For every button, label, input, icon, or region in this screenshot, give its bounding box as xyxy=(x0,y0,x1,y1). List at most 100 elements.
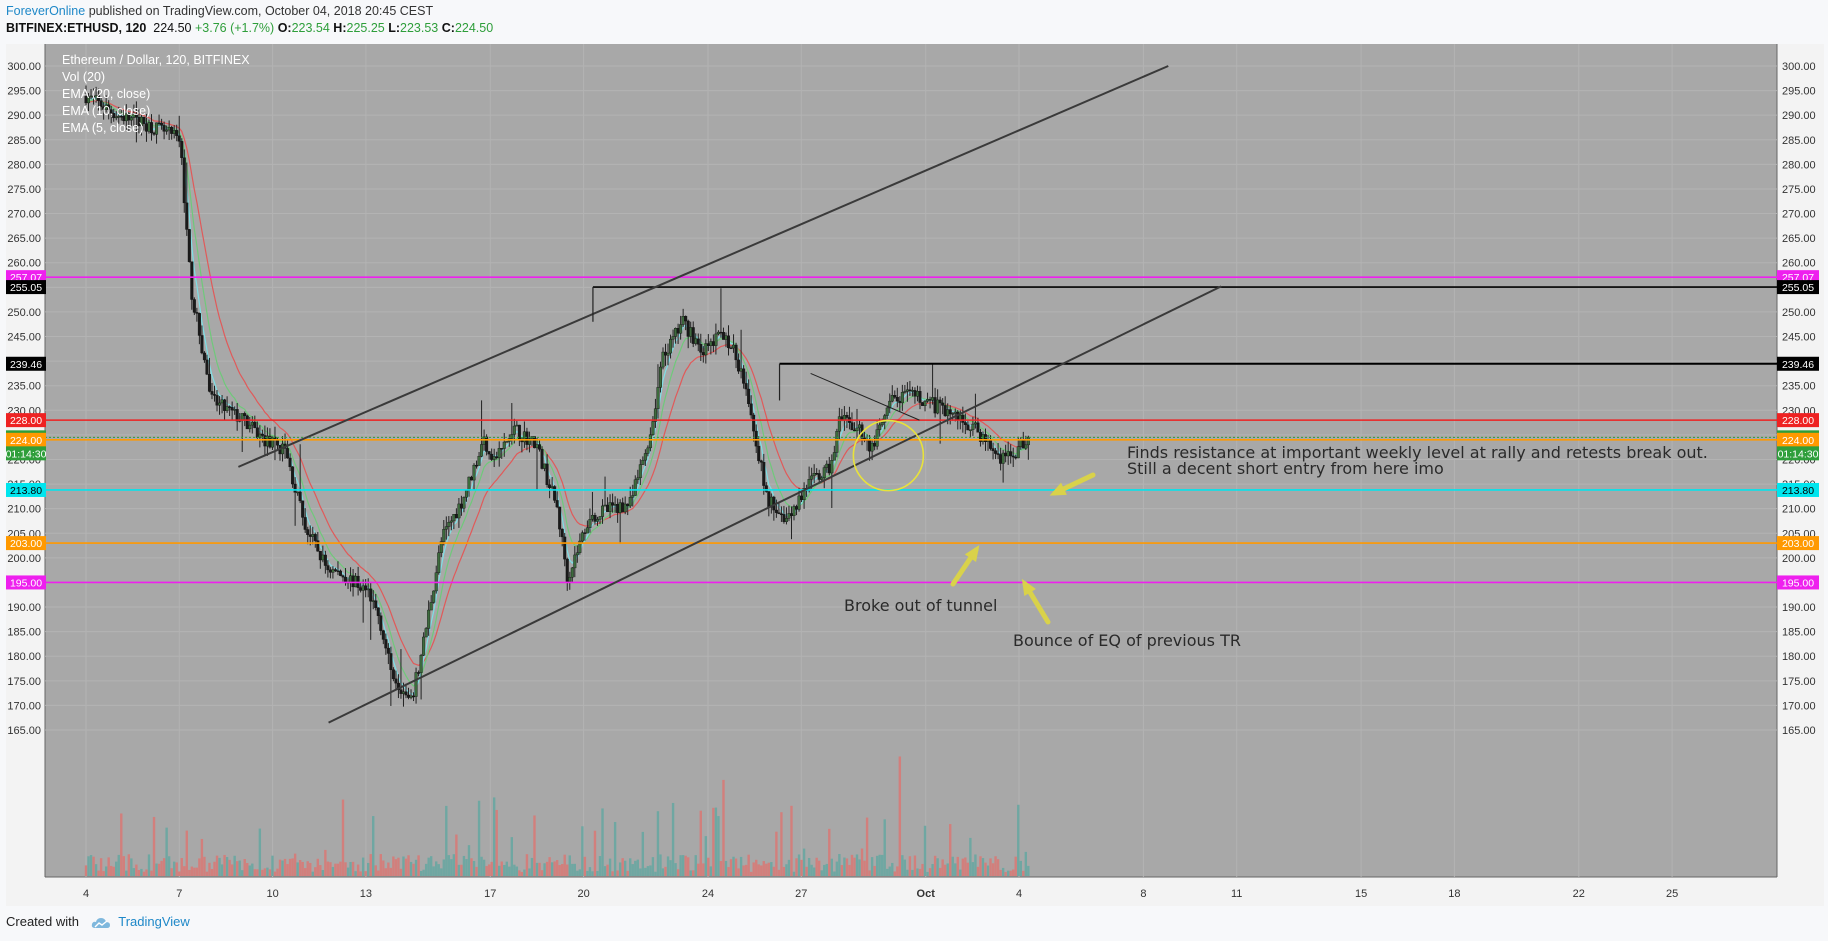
candle-body xyxy=(215,395,219,406)
x-tick-label: Oct xyxy=(917,888,936,900)
candle-body xyxy=(190,261,194,300)
volume-bar xyxy=(747,854,750,876)
candle-body xyxy=(568,577,572,582)
volume-bar xyxy=(253,869,257,876)
volume-bar xyxy=(981,858,985,876)
candle-body xyxy=(983,434,987,442)
descending-trendline xyxy=(810,372,920,421)
volume-bar xyxy=(926,871,929,876)
volume-bar xyxy=(503,864,506,876)
volume-bar xyxy=(694,855,697,876)
volume-bar xyxy=(89,855,93,876)
candle-body xyxy=(464,490,468,498)
candle-body xyxy=(694,338,698,344)
candle-body xyxy=(1019,439,1023,447)
candle-body xyxy=(389,653,393,670)
volume-bar xyxy=(495,809,498,876)
volume-bar xyxy=(104,866,108,876)
candle-body xyxy=(396,682,400,690)
candle-body xyxy=(903,391,907,393)
volume-bar xyxy=(777,869,781,876)
candle-body xyxy=(590,515,594,520)
y-tick-label-right: 280.00 xyxy=(1782,159,1816,171)
candle-body xyxy=(525,431,529,445)
volume-bar xyxy=(351,861,355,876)
candle-body xyxy=(492,456,496,460)
volume-bar xyxy=(860,848,864,876)
candle-body xyxy=(699,344,703,353)
volume-bar xyxy=(230,864,234,876)
candle-body xyxy=(820,477,824,480)
volume-bar xyxy=(382,860,385,876)
candle-body xyxy=(689,327,693,337)
volume-bar xyxy=(956,856,959,876)
volume-bar xyxy=(681,855,685,876)
volume-bar xyxy=(868,870,871,876)
candle-body xyxy=(500,448,504,450)
horizontal-levels xyxy=(45,276,1777,584)
y-tick-label-left: 265.00 xyxy=(7,233,41,245)
volume-bar xyxy=(692,870,695,876)
volume-bar xyxy=(1022,870,1025,876)
candle-body xyxy=(424,628,428,638)
tradingview-link[interactable]: TradingView xyxy=(118,914,190,929)
volume-bar xyxy=(699,810,702,876)
candle-body xyxy=(658,366,662,388)
volume-bar xyxy=(994,856,997,876)
level-badge-text-left: 255.05 xyxy=(10,282,42,294)
candle-body xyxy=(1026,436,1030,446)
volume-bar xyxy=(256,869,259,876)
volume-bar xyxy=(472,860,476,876)
candle-body xyxy=(726,335,730,349)
level-badge-left xyxy=(6,575,46,590)
plot-background xyxy=(45,44,1777,877)
candle-body xyxy=(573,554,577,569)
volume-bar xyxy=(142,871,146,876)
y-tick-label-right: 290.00 xyxy=(1782,110,1816,122)
volume-bar xyxy=(475,866,478,876)
candle-body xyxy=(349,575,353,583)
candle-body xyxy=(336,570,340,572)
volume-bar xyxy=(601,808,604,876)
author-link[interactable]: ForeverOnline xyxy=(6,4,86,18)
volume-bar xyxy=(719,861,723,876)
candle-body xyxy=(99,100,103,108)
candle-body xyxy=(510,434,514,439)
candle-body xyxy=(469,476,473,481)
volume-bar xyxy=(800,859,803,876)
candle-body xyxy=(994,450,998,454)
candle-body xyxy=(407,694,411,698)
candle-body xyxy=(245,415,249,430)
volume-bar xyxy=(407,855,410,876)
candle-body xyxy=(653,408,657,422)
volume-bar xyxy=(596,871,599,876)
candle-body xyxy=(742,368,746,384)
x-axis-labels: 4 7 10 13 17 20 24 27 Oct 4 8 11 15 18 22 25 xyxy=(83,888,1678,900)
volume-bar xyxy=(661,868,665,876)
candle-body xyxy=(439,541,443,553)
volume-bar xyxy=(727,867,730,876)
volume-bar xyxy=(271,855,274,876)
volume-bar xyxy=(1014,856,1017,876)
volume-bar xyxy=(923,825,927,876)
volume-bar xyxy=(598,856,602,876)
candle-body xyxy=(150,122,154,134)
candle-body xyxy=(553,486,557,501)
volume-bar xyxy=(220,864,224,876)
volume-bar xyxy=(336,863,340,876)
volume-bar xyxy=(906,869,909,876)
y-tick-label-right: 270.00 xyxy=(1782,209,1816,221)
volume-bar xyxy=(331,866,335,876)
volume-bar xyxy=(712,807,715,876)
candle-body xyxy=(515,424,519,427)
volume-bar xyxy=(573,863,577,876)
candle-body xyxy=(704,343,708,356)
volume-bar xyxy=(707,857,710,876)
candle-body xyxy=(87,96,91,104)
volume-bar xyxy=(873,865,876,876)
candle-body xyxy=(316,540,320,552)
volume-bar xyxy=(193,867,196,876)
candle-body xyxy=(595,519,599,522)
y-tick-label-right: 235.00 xyxy=(1782,381,1816,393)
